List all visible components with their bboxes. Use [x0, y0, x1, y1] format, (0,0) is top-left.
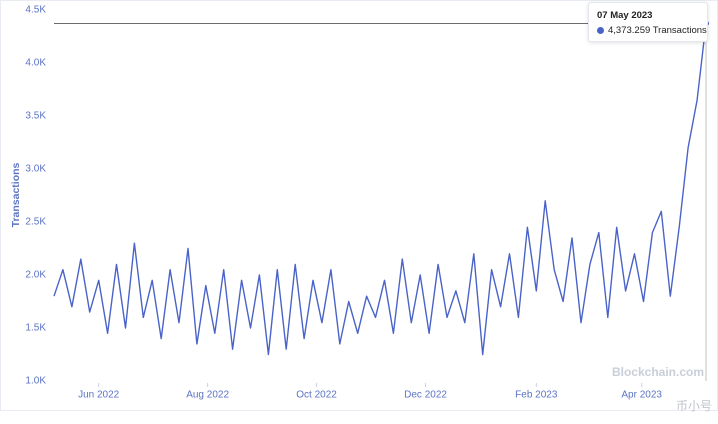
x-tick-label: Feb 2023	[515, 390, 558, 401]
y-tick-label: 2.5K	[25, 217, 46, 228]
y-tick-label: 4.0K	[25, 58, 46, 69]
y-tick-label: 3.0K	[25, 164, 46, 175]
y-tick-label: 1.0K	[25, 376, 46, 387]
x-tick-label: Oct 2022	[296, 390, 337, 401]
x-tick-label: Dec 2022	[404, 390, 447, 401]
tooltip-text: 4,373.259 Transactions	[608, 25, 707, 36]
frame	[0, 0, 718, 411]
watermark-2: 币小号	[676, 399, 712, 413]
tooltip-title: 07 May 2023	[597, 10, 653, 21]
y-axis-title: Transactions	[10, 162, 22, 227]
tooltip-row: 4,373.259 Transactions	[597, 25, 707, 36]
x-tick-label: Apr 2023	[621, 390, 662, 401]
tooltip-dot	[597, 27, 604, 34]
y-tick-label: 3.5K	[25, 111, 46, 122]
y-tick-label: 2.0K	[25, 270, 46, 281]
y-tick-label: 1.5K	[25, 323, 46, 334]
y-tick-label: 4.5K	[25, 5, 46, 16]
x-tick-label: Aug 2022	[186, 390, 229, 401]
tooltip: 07 May 2023 4,373.259 Transactions	[588, 2, 708, 42]
series-line	[53, 23, 707, 356]
watermark: Blockchain.com	[612, 365, 704, 379]
x-tick-label: Jun 2022	[78, 390, 120, 401]
